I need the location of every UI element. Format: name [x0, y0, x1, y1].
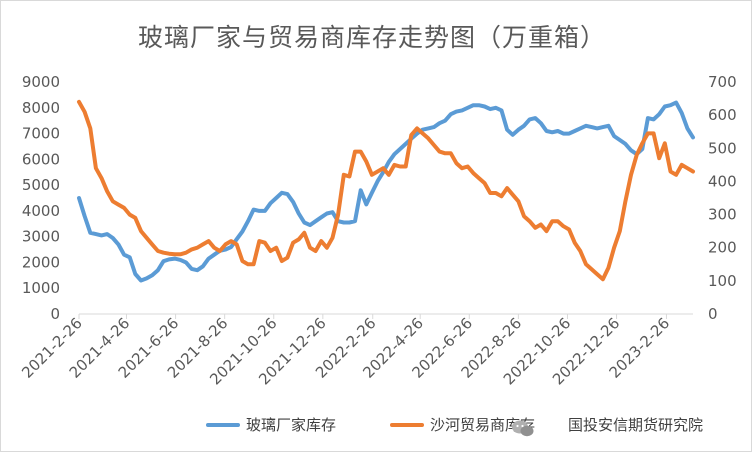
right-tick-label: 200: [708, 239, 737, 257]
series-line-1: [77, 100, 695, 283]
left-tick-label: 4000: [22, 202, 60, 220]
series-layer: [77, 99, 695, 283]
right-tick-label: 600: [708, 106, 737, 124]
right-tick-label: 500: [708, 139, 737, 157]
watermark-text: 国投安信期货研究院: [568, 416, 703, 434]
left-tick-label: 0: [50, 305, 60, 323]
legend-label: 玻璃厂家库存: [246, 416, 336, 434]
right-tick-label: 700: [708, 73, 737, 91]
watermark: 国投安信期货研究院: [512, 416, 703, 437]
left-tick-label: 5000: [22, 176, 60, 194]
left-tick-label: 1000: [22, 279, 60, 297]
legend-label: 沙河贸易商库存: [430, 416, 535, 434]
right-tick-label: 300: [708, 206, 737, 224]
left-y-axis: 0 1000 2000 3000 4000 5000 6000 7000 8000 9000: [22, 73, 60, 323]
right-tick-label: 100: [708, 272, 737, 290]
right-y-axis: 0 100 200 300 400 500 600 700: [708, 73, 737, 323]
right-tick-label: 400: [708, 172, 737, 190]
left-tick-label: 2000: [22, 253, 60, 271]
left-tick-label: 6000: [22, 150, 60, 168]
left-tick-label: 9000: [22, 73, 60, 91]
left-tick-label: 7000: [22, 125, 60, 143]
left-tick-label: 8000: [22, 99, 60, 117]
chart-title: 玻璃厂家与贸易商库存走势图（万重箱）: [138, 23, 606, 52]
wechat-icon: [512, 420, 534, 437]
right-tick-label: 0: [708, 305, 718, 323]
left-tick-label: 3000: [22, 228, 60, 246]
legend: 玻璃厂家库存 沙河贸易商库存: [206, 416, 535, 434]
series-line-2: [77, 99, 695, 282]
